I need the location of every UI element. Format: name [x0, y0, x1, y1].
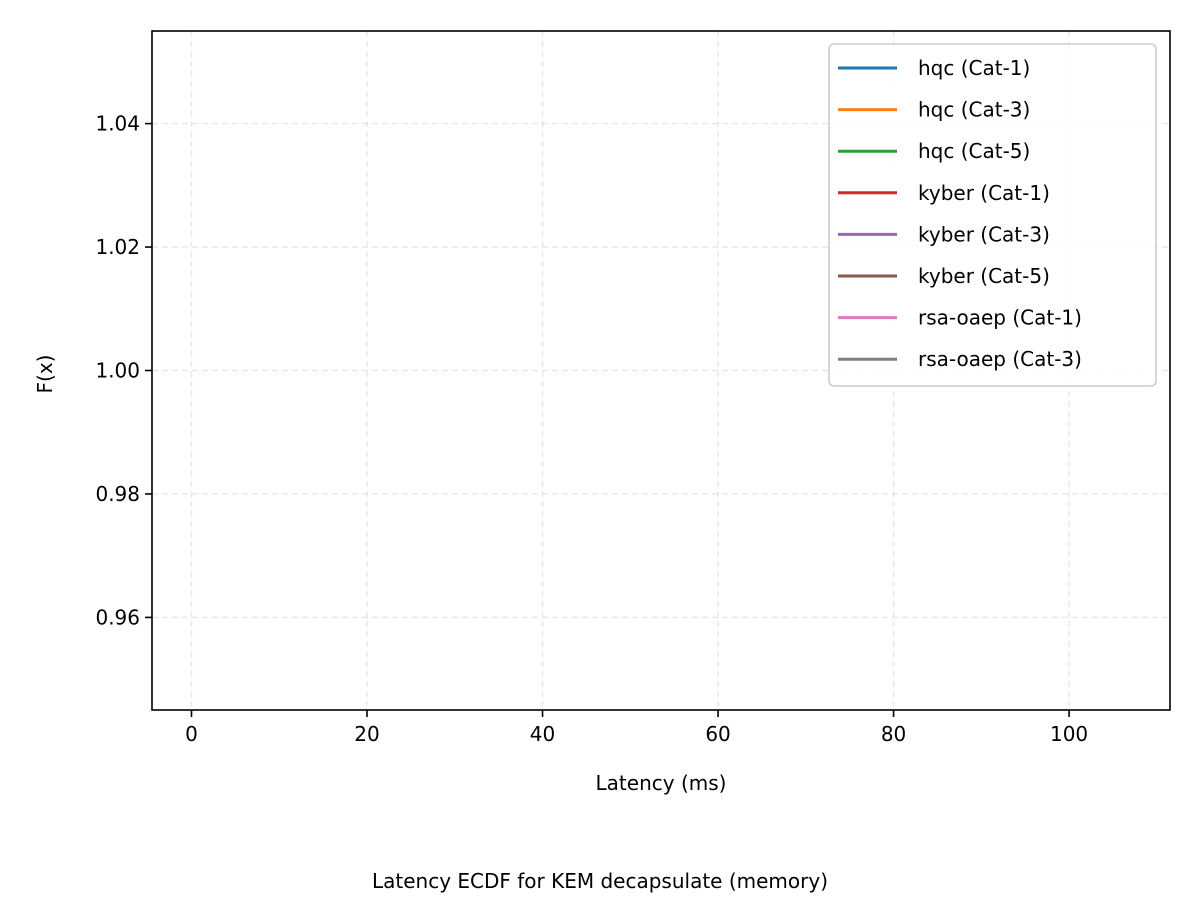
y-tick-label: 1.02 [95, 235, 140, 259]
x-tick-label: 80 [881, 722, 906, 746]
y-tick-label: 1.00 [95, 359, 140, 383]
legend-label: kyber (Cat-3) [918, 222, 1050, 246]
x-tick-label: 60 [705, 722, 730, 746]
x-axis-ticks: 0 20 40 60 80 100 [185, 710, 1088, 746]
legend-label: hqc (Cat-5) [918, 139, 1030, 163]
x-tick-label: 40 [530, 722, 555, 746]
y-axis-label: F(x) [33, 355, 57, 394]
legend-label: rsa-oaep (Cat-1) [918, 306, 1082, 330]
legend-box [828, 43, 1157, 387]
legend: hqc (Cat-1) hqc (Cat-3) hqc (Cat-5) kyber (… [828, 43, 1157, 387]
legend-label: hqc (Cat-3) [918, 98, 1030, 122]
legend-label: rsa-oaep (Cat-3) [918, 347, 1082, 371]
x-tick-label: 100 [1050, 722, 1088, 746]
y-tick-label: 0.96 [95, 605, 140, 629]
y-tick-label: 0.98 [95, 482, 140, 506]
legend-label: kyber (Cat-5) [918, 264, 1050, 288]
legend-label: hqc (Cat-1) [918, 56, 1030, 80]
y-tick-label: 1.04 [95, 112, 140, 136]
x-tick-label: 20 [354, 722, 379, 746]
x-tick-label: 0 [185, 722, 198, 746]
y-axis-ticks: 0.96 0.98 1.00 1.02 1.04 [95, 112, 152, 629]
chart-caption: Latency ECDF for KEM decapsulate (memory… [372, 869, 828, 893]
x-axis-label: Latency (ms) [596, 771, 727, 795]
legend-label: kyber (Cat-1) [918, 181, 1050, 205]
